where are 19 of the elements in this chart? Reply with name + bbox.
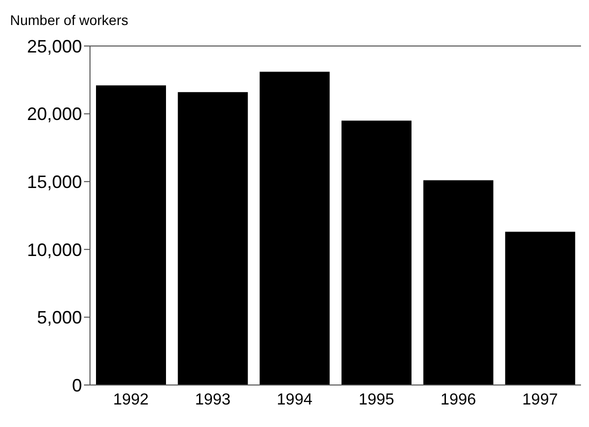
bar [178,92,248,385]
x-tick-label: 1992 [113,391,149,408]
x-tick-label: 1995 [358,391,394,408]
y-axis-title: Number of workers [10,12,128,28]
bar [342,120,412,385]
bar [260,72,330,385]
y-tick-label: 5,000 [36,308,82,328]
bar [423,180,494,385]
y-tick-label: 10,000 [26,240,82,260]
bar [505,232,576,385]
x-tick-label: 1994 [276,391,312,408]
bar [96,85,166,385]
x-tick-label: 1993 [194,391,231,408]
x-tick-label: 1996 [440,391,476,408]
y-tick-label: 20,000 [26,104,82,124]
y-tick-label: 25,000 [26,36,82,56]
y-tick-label: 0 [72,375,82,396]
x-tick-label: 1997 [522,391,558,408]
y-tick-label: 15,000 [26,172,82,192]
